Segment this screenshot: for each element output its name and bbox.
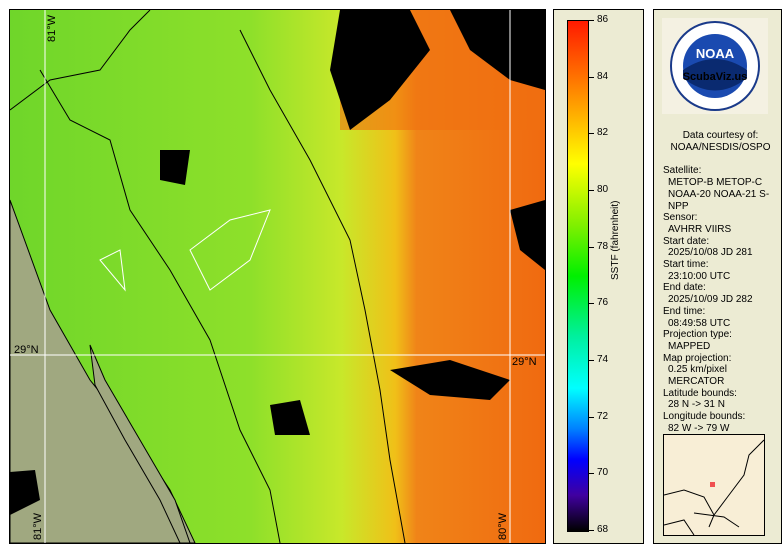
info-field-value: 2025/10/09 JD 282	[668, 294, 753, 306]
sst-map[interactable]: 81°W 80°W 81°W 80°W 29°N 29°N	[9, 9, 546, 544]
grid-label-29n-right: 29°N	[512, 356, 537, 368]
colorbar-tick	[589, 76, 594, 78]
colorbar-tick-label: 70	[597, 467, 609, 479]
info-field-label: Sensor:	[663, 212, 698, 224]
info-field-value: 23:10:00 UTC	[668, 270, 731, 282]
sst-map-image	[10, 10, 545, 543]
colorbar-tick	[589, 246, 594, 248]
info-field-label: Longitude bounds:	[663, 411, 746, 423]
info-field-value: 28 N -> 31 N	[668, 399, 725, 411]
info-field-label: Latitude bounds:	[663, 387, 737, 399]
info-field-value: 08:49:58 UTC	[668, 317, 731, 329]
colorbar-tick-label: 84	[597, 70, 609, 82]
colorbar-tick-label: 78	[597, 240, 609, 252]
colorbar-tick-label: 68	[597, 524, 609, 535]
colorbar-tick	[589, 416, 594, 418]
colorbar-panel: 86 84 82 80 78 76 74 72 70 68 SSTF (fahrenheit)	[553, 9, 644, 544]
svg-text:NOAA: NOAA	[696, 46, 735, 61]
colorbar-tick	[589, 190, 594, 191]
noaa-logo: NOAA ScubaViz.us	[662, 18, 768, 114]
info-field-label: Projection type:	[663, 329, 732, 341]
colorbar-tick-label: 72	[597, 410, 609, 422]
region-marker	[710, 482, 715, 487]
colorbar-tick	[589, 303, 594, 305]
colorbar-tick	[589, 20, 594, 21]
info-field-label: Start time:	[663, 259, 709, 271]
grid-label-81w-top: 81°W	[46, 14, 58, 42]
info-field-label: Map projection:	[663, 352, 732, 364]
grid-label-29n-left: 29°N	[14, 344, 39, 356]
locator-minimap	[663, 434, 765, 536]
grid-label-80w-bottom: 80°W	[497, 512, 509, 540]
info-field-label: End time:	[663, 305, 706, 317]
svg-text:ScubaViz.us: ScubaViz.us	[683, 71, 748, 83]
colorbar-tick	[589, 133, 594, 135]
colorbar-gradient	[567, 20, 589, 532]
grid-label-81w-bottom: 81°W	[32, 512, 44, 540]
info-field-label: Satellite:	[663, 165, 702, 177]
colorbar-tick	[589, 530, 594, 531]
colorbar-tick-label: 86	[597, 14, 609, 25]
colorbar-tick	[589, 473, 594, 475]
info-field-value: 0.25 km/pixel	[668, 364, 727, 376]
info-field-value: 82 W -> 79 W	[668, 422, 730, 434]
info-field-value: 2025/10/08 JD 281	[668, 247, 753, 259]
info-field-value: MAPPED	[668, 340, 711, 352]
info-field-value: NPP	[668, 200, 689, 212]
colorbar-label: SSTF (fahrenheit)	[610, 200, 621, 280]
colorbar-tick-label: 76	[597, 297, 609, 309]
colorbar-tick-label: 80	[597, 184, 609, 195]
colorbar-tick-label: 82	[597, 127, 609, 139]
info-field-value: METOP-B METOP-C	[668, 177, 763, 189]
info-field-value: NOAA-20 NOAA-21 S-	[668, 188, 770, 200]
colorbar-tick-label: 74	[597, 354, 609, 365]
colorbar-tick	[589, 360, 594, 361]
info-field-label: Start date:	[663, 235, 710, 247]
info-field-value: MERCATOR	[668, 376, 725, 388]
info-field-label: End date:	[663, 282, 706, 294]
courtesy-value: NOAA/NESDIS/OSPO	[670, 141, 771, 153]
info-panel: NOAA ScubaViz.us Data courtesy of: NOAA/…	[653, 9, 782, 544]
info-field-value: AVHRR VIIRS	[668, 223, 732, 235]
courtesy-label: Data courtesy of:	[682, 130, 759, 141]
grid-label-80w-top: 80°W	[511, 14, 523, 42]
